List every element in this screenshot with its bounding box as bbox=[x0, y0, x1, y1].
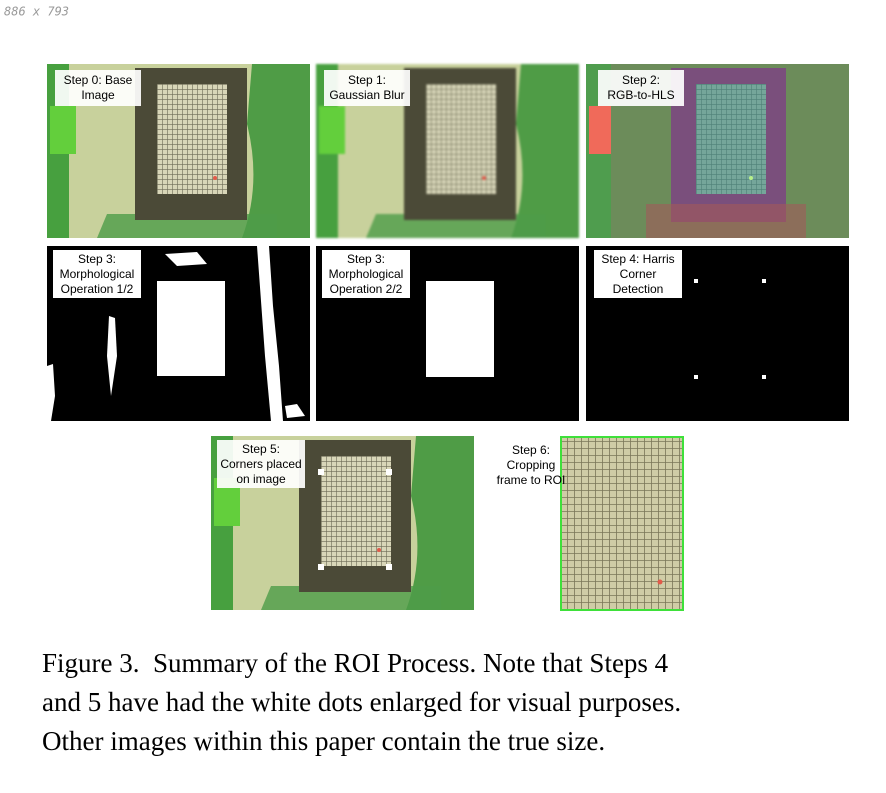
caption: Figure 3. Summary of the ROI Process. No… bbox=[42, 644, 681, 761]
label-box bbox=[55, 70, 141, 106]
cropped-image bbox=[560, 436, 684, 611]
panel-label: Gaussian Blur bbox=[329, 88, 404, 102]
panel-label: Step 3: bbox=[347, 252, 385, 266]
panel-label: Image bbox=[81, 88, 115, 102]
panel-label: frame to ROI bbox=[497, 473, 566, 487]
label-box bbox=[217, 440, 305, 488]
watermark: 886 x 793 bbox=[4, 5, 69, 19]
label-box bbox=[324, 70, 410, 106]
panel: Step 3: Morphological Operation 1/2 bbox=[47, 246, 310, 421]
panel-label: Operation 2/2 bbox=[330, 282, 403, 296]
panel-label: Corner bbox=[620, 267, 657, 281]
panel-label: Step 3: bbox=[78, 252, 116, 266]
panel-label: Operation 1/2 bbox=[61, 282, 134, 296]
panel: Step 5: Corners placed on image bbox=[211, 436, 474, 610]
panel: Step 4: Harris Corner Detection bbox=[586, 246, 849, 421]
panel-label: Morphological bbox=[60, 267, 135, 281]
panel-label: Step 5: bbox=[242, 442, 280, 456]
panel-label: Step 0: Base bbox=[64, 73, 133, 87]
label-box bbox=[594, 250, 682, 298]
label-box bbox=[598, 70, 684, 106]
panel-label: Step 2: bbox=[622, 73, 660, 87]
panel-label: RGB-to-HLS bbox=[607, 88, 674, 102]
panel: Step 2: RGB-to-HLS bbox=[586, 64, 849, 238]
panel-label: Corners placed bbox=[220, 457, 301, 471]
panel-label: on image bbox=[236, 472, 286, 486]
panel-label: Detection bbox=[613, 282, 664, 296]
panel-label: Step 6: bbox=[512, 443, 550, 457]
figure: 886 x 793 Step 0: Base Image Step 1: Gau… bbox=[4, 5, 849, 611]
panel: Step 3: Morphological Operation 2/2 bbox=[316, 246, 579, 421]
label-box bbox=[322, 250, 410, 298]
panel-label: Step 1: bbox=[348, 73, 386, 87]
panel: Step 6: Cropping frame to ROI bbox=[497, 436, 684, 611]
panel-label: Cropping bbox=[507, 458, 556, 472]
label-box bbox=[53, 250, 141, 298]
panel: Step 0: Base Image bbox=[47, 64, 310, 238]
panel-label: Morphological bbox=[329, 267, 404, 281]
caption-line: Other images within this paper contain t… bbox=[42, 726, 606, 756]
caption-line: Figure 3. Summary of the ROI Process. No… bbox=[42, 648, 669, 678]
caption-line: and 5 have had the white dots enlarged f… bbox=[42, 687, 682, 717]
panel: Step 1: Gaussian Blur bbox=[316, 64, 579, 238]
panel-label: Step 4: Harris bbox=[601, 252, 674, 266]
